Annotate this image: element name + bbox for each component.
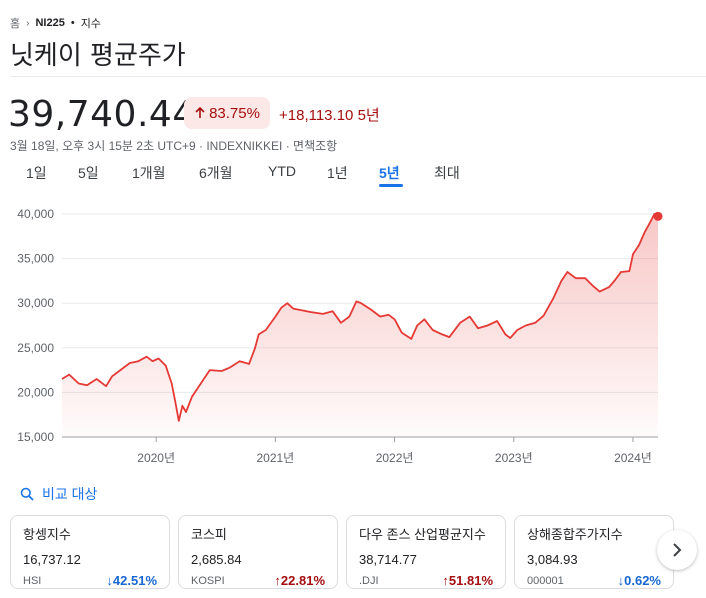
- card-ticker: HSI: [23, 574, 42, 587]
- compare-card-hsi[interactable]: 항셍지수 16,737.12 HSI ↓42.51%: [10, 515, 170, 589]
- current-price-marker: [653, 211, 663, 221]
- card-price: 16,737.12: [23, 552, 81, 567]
- price-line: [61, 213, 659, 422]
- breadcrumb-dot: •: [70, 17, 75, 29]
- card-change: ↑22.81%: [274, 573, 325, 588]
- divider: [10, 76, 706, 77]
- compare-card-dji[interactable]: 다우 존스 산업평균지수 38,714.77 .DJI ↑51.81%: [346, 515, 506, 589]
- tab-max[interactable]: 최대: [434, 165, 460, 181]
- arrow-up-icon: ↑: [274, 573, 281, 588]
- change-absolute: +18,113.10 5년: [279, 104, 380, 125]
- current-price: 39,740.44: [8, 94, 196, 135]
- card-change-value: 22.81%: [280, 573, 325, 588]
- y-tick-label: 15,000: [17, 430, 54, 444]
- tab-1y[interactable]: 1년: [327, 165, 348, 181]
- tab-5y[interactable]: 5년: [379, 165, 400, 181]
- next-cards-button[interactable]: [657, 530, 697, 570]
- card-change: ↑51.81%: [442, 573, 493, 588]
- breadcrumb-type: 지수: [80, 18, 101, 30]
- x-tick-label: 2024년: [614, 451, 652, 465]
- x-tick-label: 2023년: [495, 451, 533, 465]
- card-change: ↓42.51%: [106, 573, 157, 588]
- chevron-right-icon: ›: [26, 17, 30, 29]
- search-icon: [20, 487, 34, 501]
- price-area: [62, 214, 658, 437]
- compare-card-sse[interactable]: 상해종합주가지수 3,084.93 000001 ↓0.62%: [514, 515, 674, 589]
- active-tab-indicator: [379, 184, 403, 187]
- card-ticker: 000001: [527, 574, 564, 587]
- tab-1d[interactable]: 1일: [26, 165, 47, 181]
- compare-section[interactable]: 비교 대상: [20, 484, 97, 504]
- x-tick-label: 2021년: [256, 451, 294, 465]
- arrow-down-icon: ↓: [617, 573, 625, 588]
- card-name: 코스피: [191, 527, 227, 542]
- breadcrumb-symbol: NI225: [35, 17, 65, 29]
- compare-label: 비교 대상: [42, 486, 98, 502]
- breadcrumb: 홈 › NI225 • 지수: [10, 15, 101, 31]
- tab-1m[interactable]: 1개월: [132, 165, 166, 181]
- y-tick-label: 40,000: [17, 207, 54, 221]
- x-tick-label: 2020년: [137, 451, 175, 465]
- breadcrumb-home[interactable]: 홈: [10, 18, 21, 30]
- card-change-value: 51.81%: [448, 573, 493, 588]
- price-chart[interactable]: 40,000 35,000 30,000 25,000 20,000 15,000 202…: [0, 200, 706, 472]
- card-name: 다우 존스 산업평균지수: [359, 527, 486, 542]
- y-tick-label: 35,000: [17, 252, 54, 266]
- arrow-up-icon: [195, 107, 205, 118]
- y-tick-label: 30,000: [17, 296, 54, 310]
- y-tick-label: 25,000: [17, 341, 54, 355]
- x-tick-label: 2022년: [376, 451, 414, 465]
- page-title: 닛케이 평균주가: [10, 41, 186, 71]
- price-meta: 3월 18일, 오후 3시 15분 2초 UTC+9 · INDEXNIKKEI…: [10, 139, 338, 153]
- change-percent-badge: 83.75%: [184, 97, 270, 129]
- card-price: 2,685.84: [191, 552, 242, 567]
- y-tick-label: 20,000: [17, 385, 54, 399]
- arrow-up-icon: ↑: [442, 573, 449, 588]
- card-ticker: .DJI: [359, 574, 379, 587]
- change-percent: 83.75%: [209, 104, 260, 122]
- compare-card-kospi[interactable]: 코스피 2,685.84 KOSPI ↑22.81%: [178, 515, 338, 589]
- price-chart-svg: 40,000 35,000 30,000 25,000 20,000 15,000 202…: [17, 207, 663, 465]
- card-price: 3,084.93: [527, 552, 578, 567]
- card-change: ↓0.62%: [618, 573, 661, 588]
- change-period: 5년: [357, 107, 380, 124]
- tab-ytd[interactable]: YTD: [268, 163, 296, 179]
- card-change-value: 42.51%: [112, 573, 157, 588]
- card-name: 상해종합주가지수: [527, 527, 623, 542]
- tab-5d[interactable]: 5일: [78, 165, 99, 181]
- chevron-right-icon: [673, 543, 682, 557]
- card-price: 38,714.77: [359, 552, 417, 567]
- card-ticker: KOSPI: [191, 574, 225, 587]
- card-name: 항셍지수: [23, 527, 71, 542]
- card-change-value: 0.62%: [624, 573, 661, 588]
- tab-6m[interactable]: 6개월: [199, 165, 233, 181]
- change-absolute-value: +18,113.10: [279, 107, 354, 124]
- arrow-down-icon: ↓: [106, 573, 113, 588]
